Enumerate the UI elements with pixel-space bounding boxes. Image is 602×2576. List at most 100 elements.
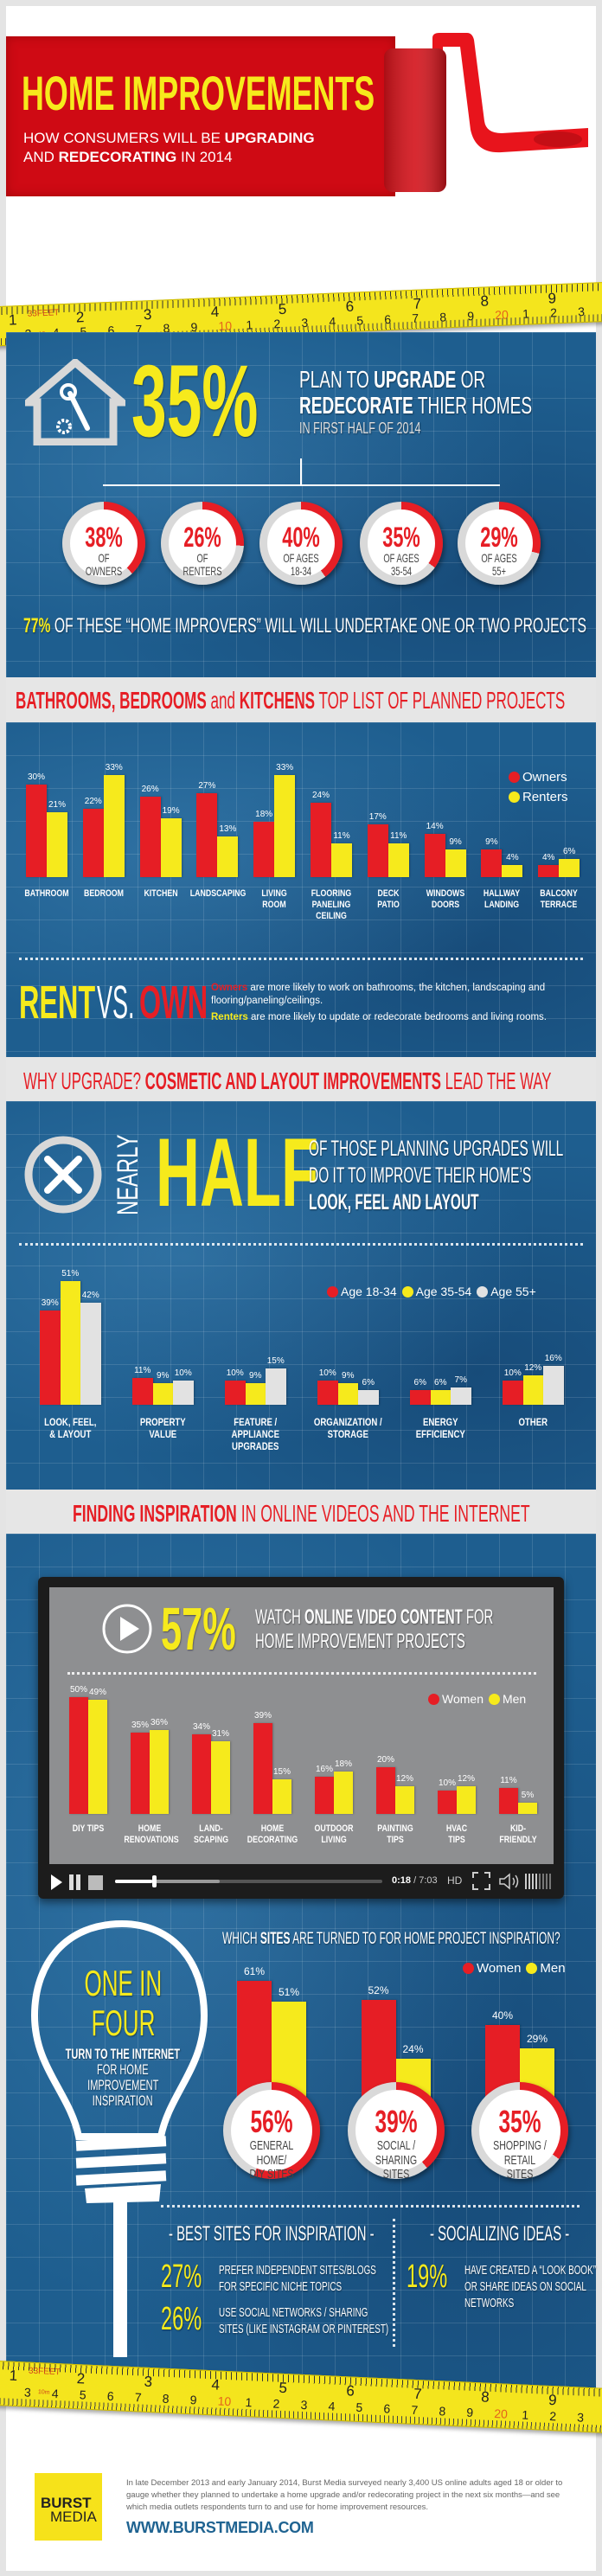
bar-value-label: 51% bbox=[278, 1986, 300, 1999]
tape-number: 4 bbox=[328, 2399, 336, 2413]
legend-item: Men bbox=[526, 1961, 566, 1976]
bar-age-18-34 bbox=[225, 1381, 246, 1405]
category-label: BALCONY TERRACE bbox=[540, 888, 578, 910]
tape-number: 10 bbox=[217, 2393, 232, 2409]
legend-item: Renters bbox=[509, 790, 568, 804]
ring-label: OF OWNERS bbox=[85, 552, 123, 579]
legend-swatch bbox=[509, 791, 520, 803]
category-label: PROPERTY VALUE bbox=[139, 1416, 186, 1440]
bar-value-label: 4% bbox=[506, 852, 519, 862]
play-icon[interactable] bbox=[51, 1874, 62, 1890]
legend-item: Age 18-34 bbox=[327, 1285, 397, 1298]
volume-icon[interactable] bbox=[499, 1873, 519, 1890]
percent-ring: 38% OF OWNERS bbox=[62, 502, 145, 585]
ring-center: 35% SHOPPING / RETAIL SITES bbox=[479, 2090, 560, 2182]
bar-age-55- bbox=[80, 1303, 101, 1405]
projects-count-statement: 77% OF THESE “HOME IMPROVERS” WILL WILL … bbox=[23, 614, 602, 638]
tape-number: 3 bbox=[23, 2385, 32, 2400]
tape-number: 9 bbox=[548, 2391, 558, 2409]
bar-owners bbox=[82, 809, 104, 877]
website-link[interactable]: WWW.BURSTMEDIA.COM bbox=[126, 2519, 314, 2536]
chart-legend: Women Men bbox=[463, 1961, 571, 1976]
half-label: HALF bbox=[156, 1118, 319, 1227]
legend-label: Age 55+ bbox=[490, 1285, 536, 1298]
stat-percent: 27% bbox=[161, 2260, 227, 2293]
bar-value-label: 11% bbox=[134, 1366, 151, 1376]
hd-button[interactable]: HD bbox=[447, 1874, 463, 1887]
rent-vs-own-text: Owners are more likely to work on bathro… bbox=[211, 982, 592, 1024]
ring-value: 26% bbox=[183, 522, 221, 554]
bar-women bbox=[192, 1734, 211, 1814]
ring-value: 35% bbox=[498, 2104, 541, 2140]
socializing-title-wrap: - SOCIALIZING IDEAS - bbox=[430, 2222, 602, 2246]
bar-renters bbox=[47, 811, 67, 877]
why-section bbox=[6, 1101, 596, 1490]
seek-bar[interactable] bbox=[115, 1875, 382, 1887]
why-line: DO IT TO IMPROVE THEIR HOME’S bbox=[309, 1163, 532, 1188]
inspiration-heading-band bbox=[6, 1490, 596, 1534]
category-label: HALLWAY LANDING bbox=[484, 888, 521, 910]
sites-question: WHICH SITES ARE TURNED TO FOR HOME PROJE… bbox=[222, 1930, 602, 1949]
ring-center: 39% SOCIAL / SHARING SITES bbox=[355, 2090, 437, 2182]
player-right-controls bbox=[472, 1872, 551, 1890]
tape-number: 6 bbox=[106, 2388, 114, 2404]
stop-icon[interactable] bbox=[88, 1875, 103, 1890]
bar-value-label: 12% bbox=[395, 1773, 413, 1784]
bar-value-label: 10% bbox=[438, 1778, 456, 1788]
tape-number: 8 bbox=[162, 2391, 170, 2406]
half-label-wrap: HALF bbox=[156, 1125, 414, 1221]
plan-text: THIER HOMES bbox=[413, 392, 533, 419]
volume-level-bars[interactable] bbox=[525, 1874, 551, 1889]
category-label: LAND- SCAPING bbox=[193, 1823, 229, 1845]
time-total: / 7:03 bbox=[413, 1875, 438, 1886]
bar-owners bbox=[196, 793, 218, 877]
pause-icon[interactable] bbox=[69, 1874, 74, 1890]
logo-text: MEDIA bbox=[50, 2509, 97, 2525]
bar-value-label: 16% bbox=[544, 1354, 562, 1364]
fullscreen-icon[interactable] bbox=[472, 1872, 490, 1890]
bar-value-label: 15% bbox=[272, 1766, 291, 1777]
legend-item: Age 35-54 bbox=[401, 1285, 471, 1298]
video-text: FOR bbox=[462, 1605, 494, 1629]
heading-part: COSMETIC AND LAYOUT IMPROVEMENTS bbox=[144, 1067, 441, 1094]
legend-item: Men bbox=[488, 1692, 526, 1706]
bar-value-label: 51% bbox=[61, 1269, 80, 1279]
bar-owners bbox=[139, 796, 161, 877]
bar-value-label: 6% bbox=[362, 1378, 375, 1388]
bar-value-label: 24% bbox=[311, 791, 330, 801]
plan-emphasis: REDECORATE bbox=[299, 392, 413, 419]
house-tools-icon bbox=[25, 359, 125, 445]
bar-value-label: 11% bbox=[333, 830, 350, 841]
bar-value-label: 39% bbox=[253, 1710, 272, 1721]
ring-center: 26% OF RENTERS bbox=[169, 509, 236, 578]
tape-number: 3 bbox=[300, 2397, 308, 2413]
bar-value-label: 49% bbox=[88, 1687, 106, 1697]
bulb-text: FOR HOME bbox=[97, 2061, 149, 2078]
tree-connector bbox=[300, 458, 302, 484]
bar-age-35-54 bbox=[60, 1281, 80, 1405]
bar-value-label: 34% bbox=[192, 1722, 210, 1733]
tape-number: 7 bbox=[411, 311, 419, 325]
divider bbox=[67, 1672, 536, 1675]
tape-number: 8 bbox=[439, 310, 447, 324]
tape-number: 7 bbox=[413, 2385, 423, 2403]
question-part: SITES bbox=[259, 1930, 291, 1948]
bar-men bbox=[211, 1741, 230, 1814]
heading-part: and bbox=[206, 687, 240, 714]
plan-subtext: IN FIRST HALF OF 2014 bbox=[299, 420, 421, 437]
bar-value-label: 9% bbox=[342, 1370, 355, 1381]
seek-handle[interactable] bbox=[152, 1875, 157, 1887]
bulb-headline: ONE IN FOUR bbox=[35, 1964, 211, 2043]
bar-value-label: 18% bbox=[255, 809, 273, 819]
bar-renters bbox=[502, 864, 523, 877]
stat-percent-text: 26% bbox=[161, 2301, 202, 2337]
legend-label: Age 18-34 bbox=[341, 1285, 397, 1298]
bar-value-label: 15% bbox=[266, 1356, 285, 1366]
bulb-text: INSPIRATION bbox=[93, 2092, 153, 2109]
bar-value-label: 14% bbox=[426, 821, 444, 831]
bar-value-label: 61% bbox=[243, 1964, 266, 1977]
legend-label: Women bbox=[477, 1961, 522, 1976]
category-label: HVAC TIPS bbox=[445, 1823, 468, 1845]
bar-renters bbox=[217, 836, 239, 877]
ring-center: 56% GENERAL HOME/ DIY SITES bbox=[231, 2090, 312, 2182]
